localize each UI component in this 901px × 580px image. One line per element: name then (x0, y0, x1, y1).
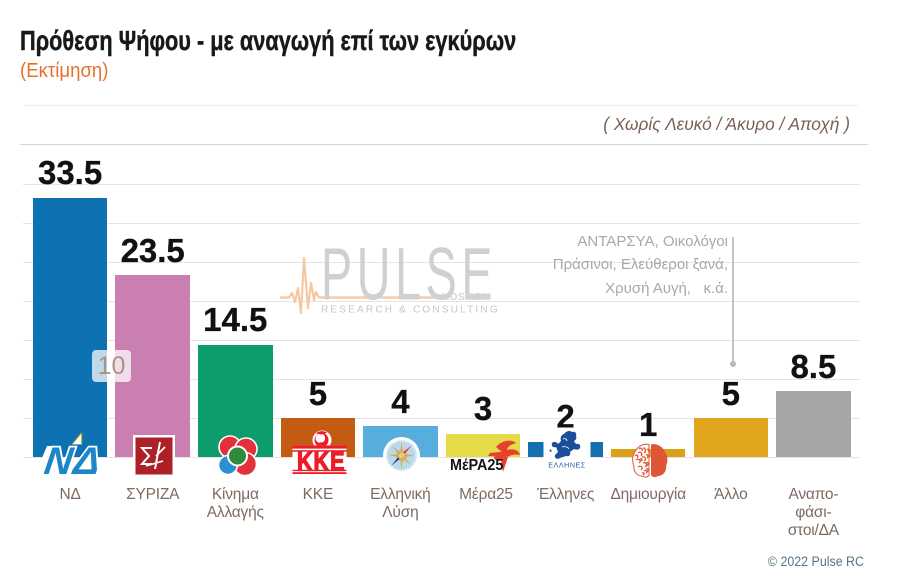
svg-text:ΚΚΕ: ΚΚΕ (297, 447, 345, 476)
svg-text:PULSE: PULSE (321, 240, 497, 316)
svg-text:ΕΛΛΗΝΕΣ: ΕΛΛΗΝΕΣ (548, 461, 586, 470)
svg-text:RESEARCH & CONSULTING: RESEARCH & CONSULTING (321, 305, 500, 316)
svg-text:KOSMON: KOSMON (442, 292, 490, 303)
svg-text:MέPA25: MέPA25 (450, 456, 504, 474)
svg-text:ΝΔ: ΝΔ (42, 440, 105, 479)
